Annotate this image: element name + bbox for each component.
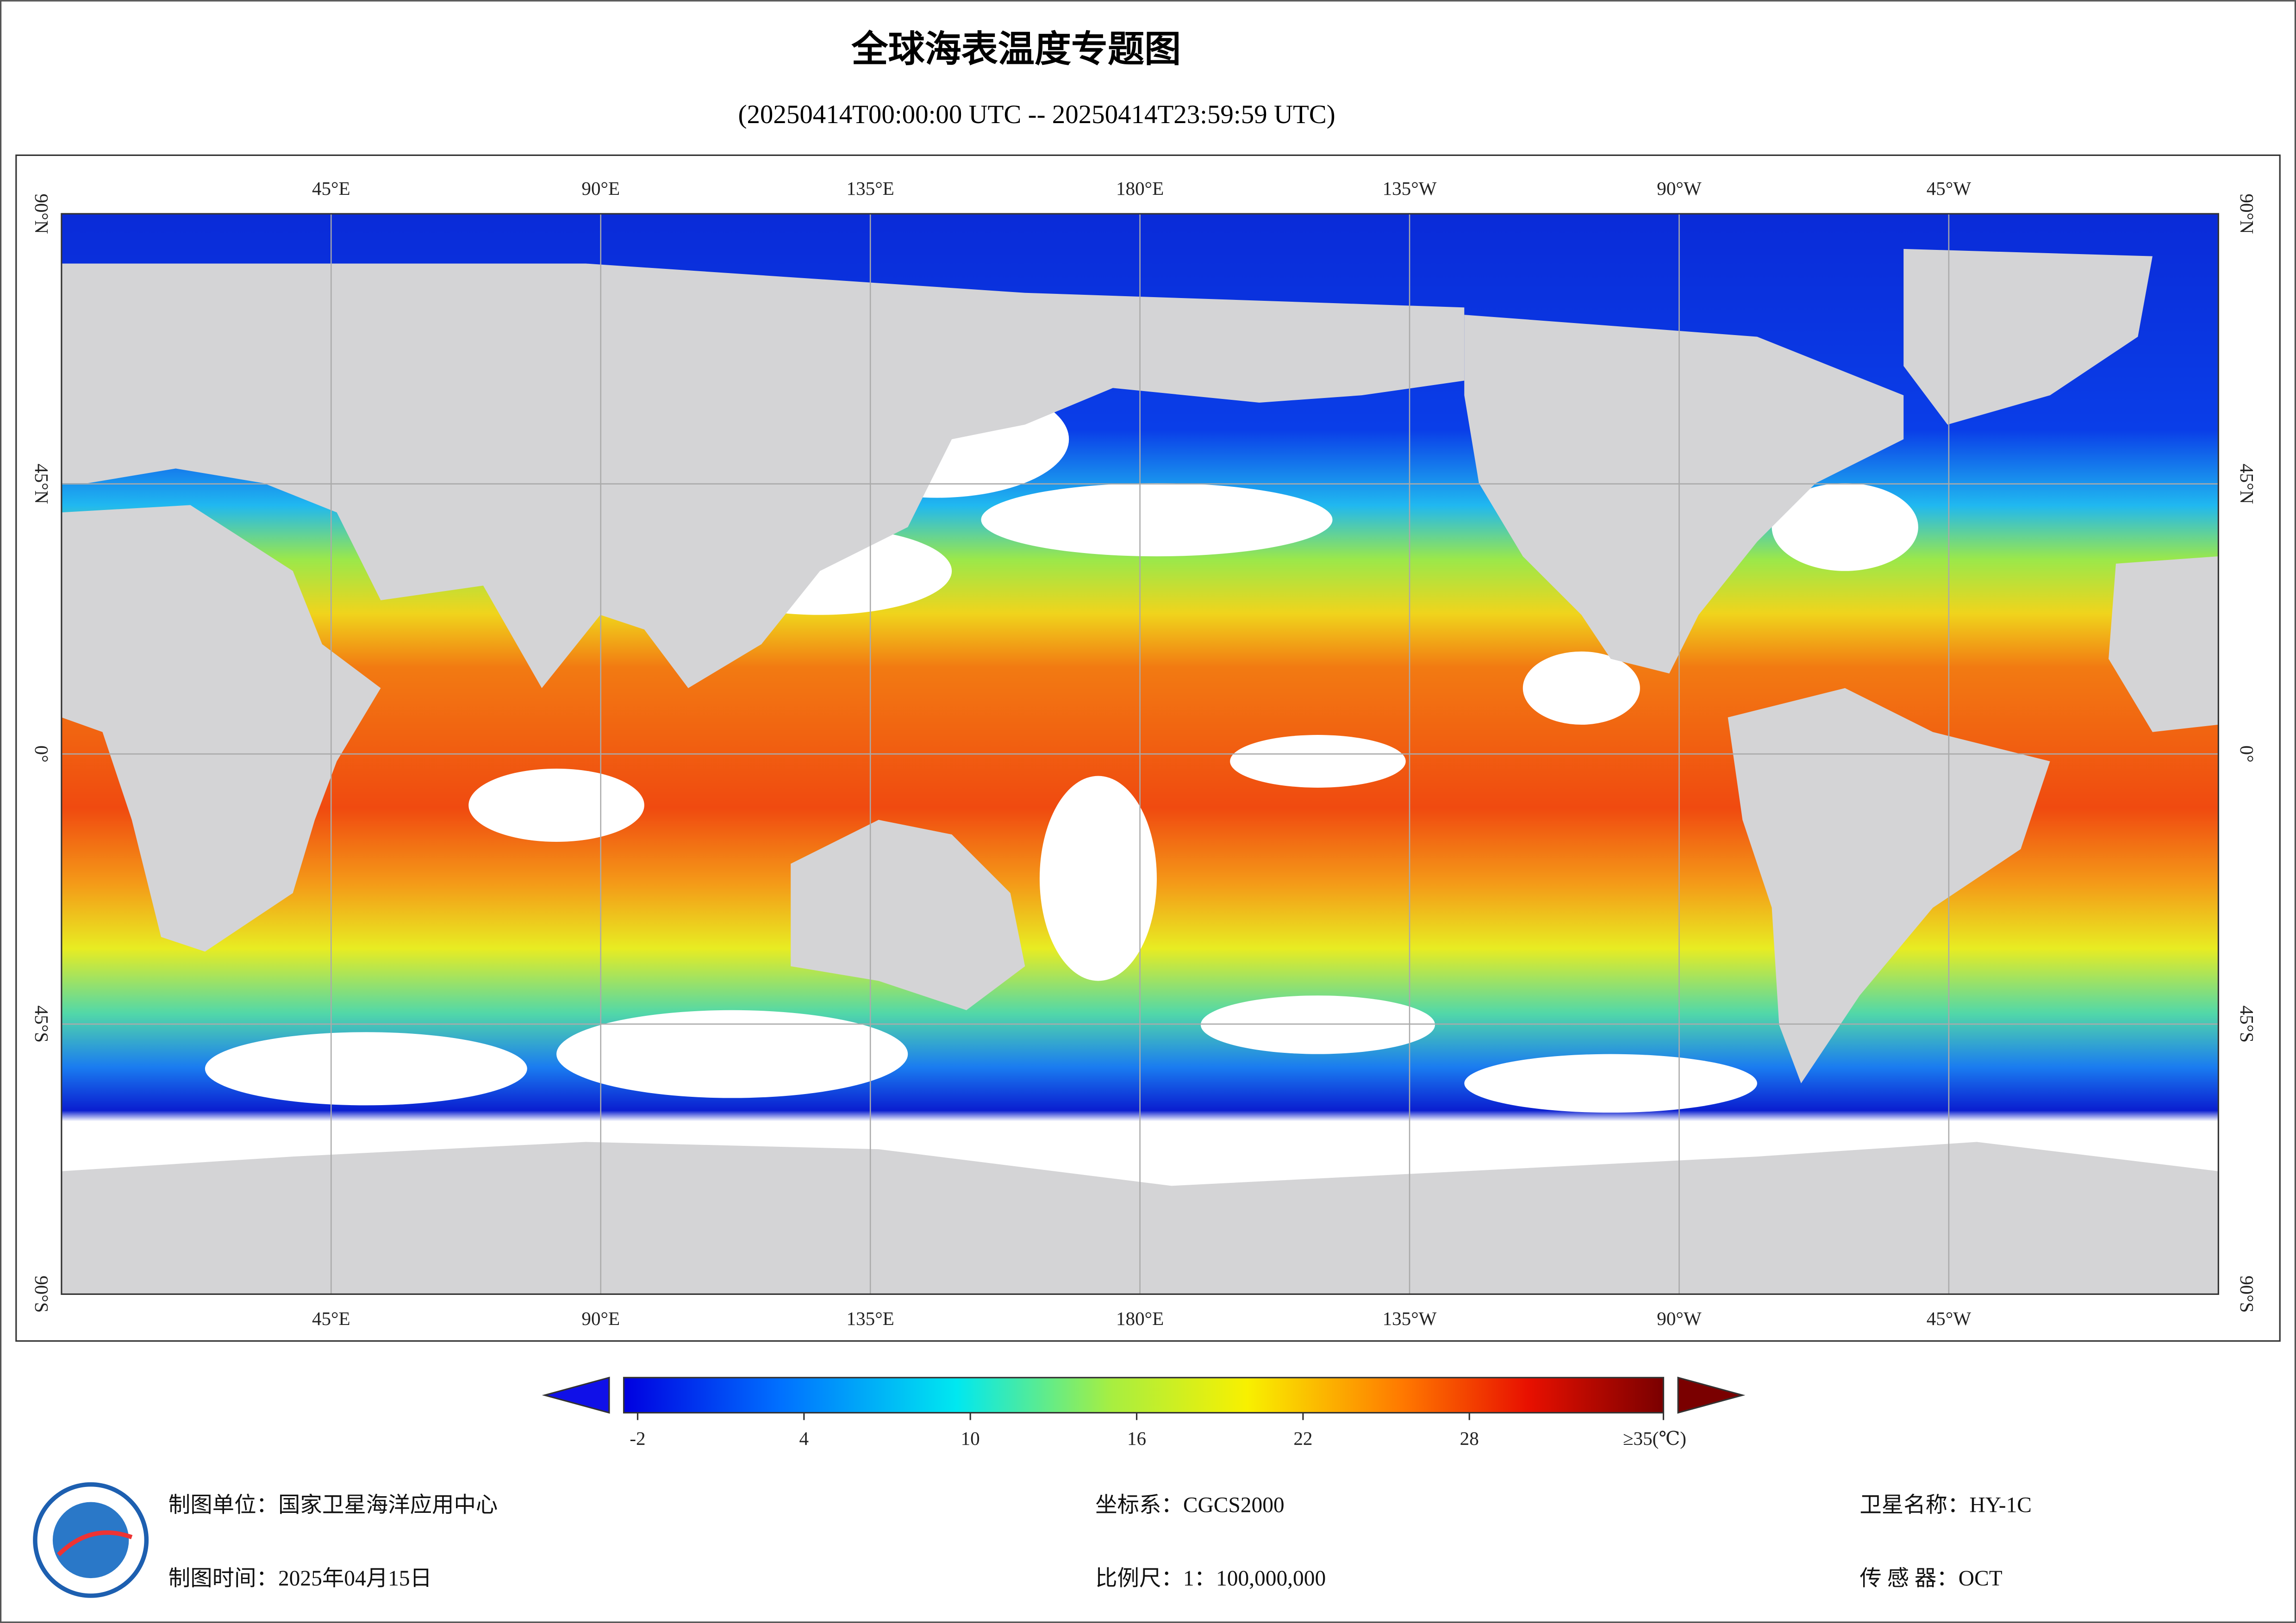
footer-org: 制图单位：国家卫星海洋应用中心 [168, 1493, 498, 1517]
lon-label-top: 45°E [312, 178, 350, 199]
lon-label-top: 135°E [847, 178, 894, 199]
lat-label-right: 45°S [2236, 1006, 2258, 1043]
footer-satellite: 卫星名称：HY-1C [1859, 1493, 2032, 1517]
colorbar-label: -2 [630, 1428, 645, 1449]
logo [33, 1482, 149, 1598]
title: 全球海表温度专题图 [851, 29, 1181, 70]
lat-label-right: 0° [2236, 746, 2258, 763]
lon-label-top: 90°E [581, 178, 620, 199]
colorbar-label: 4 [799, 1428, 809, 1449]
lon-label-top: 180°E [1116, 178, 1164, 199]
lat-label-left: 45°S [31, 1006, 52, 1043]
lon-label-bottom: 90°E [581, 1308, 620, 1329]
colorbar-label: ≥35(℃) [1623, 1428, 1686, 1449]
lat-label-left: 0° [31, 746, 52, 763]
colorbar-over [1677, 1376, 1746, 1414]
footer-date: 制图时间：2025年04月15日 [168, 1567, 432, 1591]
lat-label-left: 90°S [31, 1275, 52, 1312]
colorbar-under [542, 1376, 610, 1414]
lon-label-top: 90°W [1657, 178, 1702, 199]
colorbar-label: 28 [1460, 1428, 1479, 1449]
map-border [61, 213, 2219, 1295]
lon-label-bottom: 135°W [1383, 1308, 1437, 1329]
colorbar-label: 22 [1293, 1428, 1312, 1449]
lon-label-bottom: 90°W [1657, 1308, 1702, 1329]
lon-label-top: 45°W [1927, 178, 1972, 199]
lat-label-right: 45°N [2236, 464, 2258, 504]
footer-sensor: 传 感 器：OCT [1859, 1567, 2002, 1591]
lon-label-bottom: 135°E [847, 1308, 894, 1329]
lat-label-left: 45°N [31, 464, 52, 504]
lon-label-bottom: 45°W [1927, 1308, 1972, 1329]
lat-label-right: 90°N [2236, 193, 2258, 234]
map-frame [15, 154, 2281, 1342]
colorbar-label: 16 [1127, 1428, 1146, 1449]
lon-label-bottom: 45°E [312, 1308, 350, 1329]
lon-label-top: 135°W [1383, 178, 1437, 199]
footer-scale: 比例尺：1：100,000,000 [1095, 1567, 1326, 1591]
lat-label-right: 90°S [2236, 1275, 2258, 1312]
subtitle: (20250414T00:00:00 UTC -- 20250414T23:59… [738, 100, 1335, 129]
colorbar [623, 1377, 1665, 1414]
colorbar-label: 10 [961, 1428, 980, 1449]
lat-label-left: 90°N [31, 193, 52, 234]
lon-label-bottom: 180°E [1116, 1308, 1164, 1329]
footer-crs: 坐标系：CGCS2000 [1095, 1493, 1285, 1517]
